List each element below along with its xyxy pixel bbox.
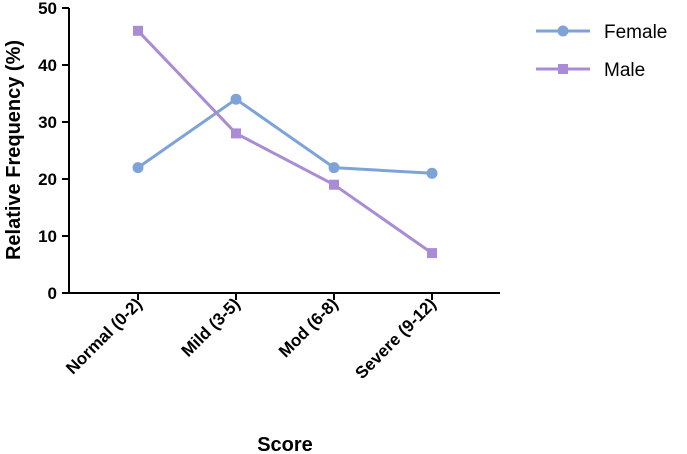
data-point-marker xyxy=(231,128,241,139)
y-tick-label: 10 xyxy=(38,227,57,246)
data-point-marker xyxy=(328,162,340,174)
y-tick-label: 30 xyxy=(38,113,57,132)
y-tick-label: 0 xyxy=(48,284,57,303)
legend-marker xyxy=(558,64,568,74)
y-tick-label: 40 xyxy=(38,56,57,75)
y-tick-label: 20 xyxy=(38,170,57,189)
data-point-marker xyxy=(230,93,242,105)
data-point-marker xyxy=(132,162,144,174)
x-axis-title: Score xyxy=(257,434,313,454)
data-point-marker xyxy=(427,248,437,259)
series-line xyxy=(136,29,433,255)
data-point-marker xyxy=(426,167,438,179)
series-line xyxy=(137,97,433,175)
legend-item: Male xyxy=(536,60,645,81)
x-tick-label: Mod (6-8) xyxy=(275,294,342,361)
legend-label: Male xyxy=(604,60,645,81)
x-tick-label: Mild (3-5) xyxy=(178,294,244,360)
series-female xyxy=(132,93,438,179)
data-point-marker xyxy=(133,25,143,36)
y-tick-label: 50 xyxy=(38,0,57,18)
legend-label: Female xyxy=(604,22,667,43)
series-male xyxy=(133,25,437,259)
y-axis-title: Relative Frequency (%) xyxy=(3,40,25,260)
axes xyxy=(68,8,500,294)
series-layer xyxy=(132,25,438,259)
x-ticks: Normal (0-2) Mild (3-5) Mod (6-8) Severe (9… xyxy=(62,293,440,383)
legend-marker xyxy=(557,25,569,37)
x-tick-label: Severe (9-12) xyxy=(352,294,440,382)
y-ticks: 0 10 20 30 40 50 xyxy=(38,0,69,303)
x-tick-label: Normal (0-2) xyxy=(62,294,146,378)
legend-item: Female xyxy=(536,22,667,43)
legend: Female Male xyxy=(536,22,667,81)
data-point-marker xyxy=(329,179,339,190)
